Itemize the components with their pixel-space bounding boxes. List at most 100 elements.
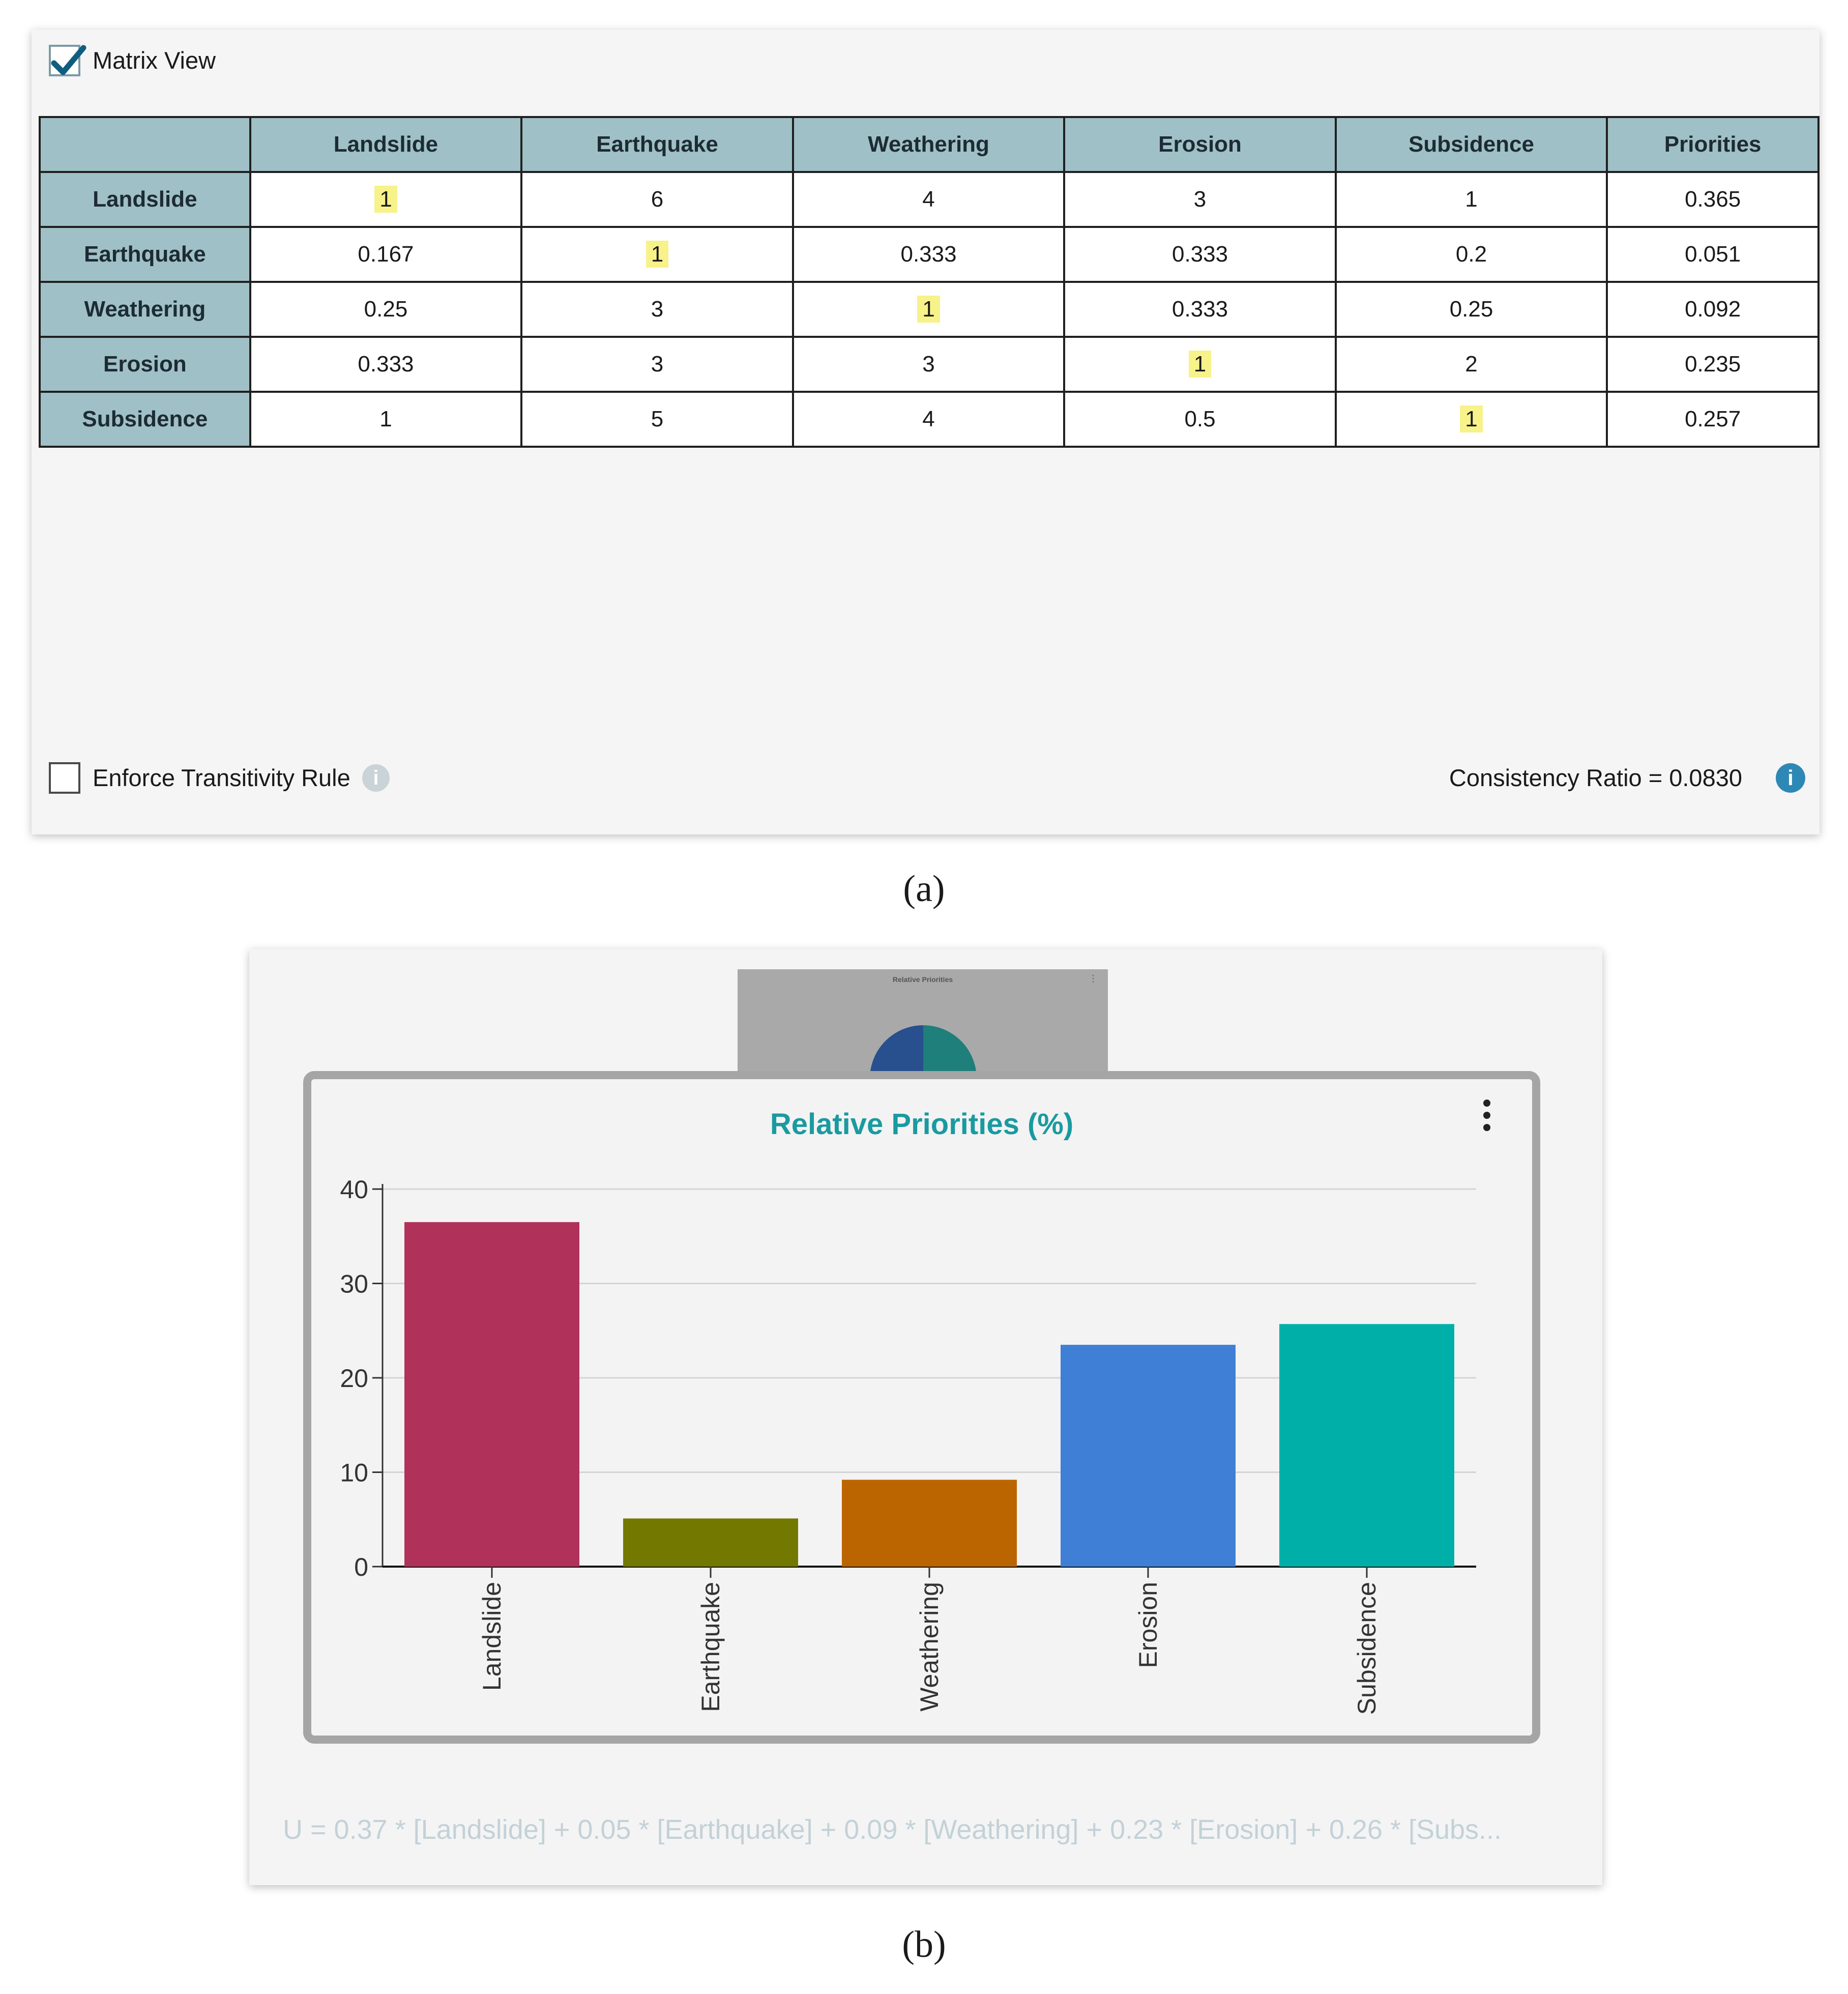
bar-chart: 0 10 20 30 40 Landslide Earthquake Weathering Er… — [340, 1175, 1476, 1715]
x-tick-label: Landslide — [478, 1582, 506, 1691]
cell-value: 1 — [1188, 351, 1212, 378]
cell-value: 0.333 — [900, 242, 957, 267]
y-tick-label: 10 — [340, 1459, 368, 1487]
utility-formula: U = 0.37 * [Landslide] + 0.05 * [Earthqu… — [283, 1814, 1502, 1845]
thumbnail-title: Relative Priorities — [892, 975, 953, 984]
row-header: Erosion — [39, 336, 251, 393]
y-tick-label: 20 — [340, 1364, 368, 1393]
column-header: Priorities — [1606, 116, 1820, 173]
checkmark-icon — [51, 45, 86, 75]
matrix-view-label: Matrix View — [93, 47, 216, 74]
matrix-cell[interactable]: 1 — [249, 391, 523, 448]
column-header: Weathering — [791, 116, 1066, 173]
matrix-cell[interactable]: 0.333 — [1063, 226, 1337, 283]
diagonal-cell: 1 — [1334, 391, 1608, 448]
enforce-transitivity-checkbox[interactable] — [49, 762, 80, 794]
matrix-cell[interactable]: 0.25 — [249, 281, 523, 338]
cell-value: 0.257 — [1685, 407, 1741, 431]
cell-value: 0.235 — [1685, 352, 1741, 377]
priority-cell: 0.365 — [1606, 171, 1820, 228]
priority-cell: 0.235 — [1606, 336, 1820, 393]
diagonal-cell: 1 — [249, 171, 523, 228]
priority-cell: 0.092 — [1606, 281, 1820, 338]
x-tick-label: Weathering — [915, 1582, 944, 1712]
pairwise-comparison-table: Landslide Earthquake Weathering Erosion Subs… — [39, 116, 1820, 448]
matrix-cell[interactable]: 4 — [791, 391, 1066, 448]
transitivity-info-icon[interactable]: i — [362, 764, 390, 792]
bar-erosion — [1061, 1345, 1236, 1567]
priority-cell: 0.051 — [1606, 226, 1820, 283]
matrix-cell[interactable]: 2 — [1334, 336, 1608, 393]
cell-value: 3 — [651, 352, 664, 377]
table-row: Subsidence 1 5 4 0.5 1 0.257 — [39, 391, 1820, 448]
chart-thumbnail[interactable]: Relative Priorities ⋮ — [738, 969, 1108, 1084]
diagonal-cell: 1 — [791, 281, 1066, 338]
matrix-cell[interactable]: 0.167 — [249, 226, 523, 283]
consistency-info-icon[interactable]: i — [1776, 763, 1805, 793]
row-header: Landslide — [39, 171, 251, 228]
header-corner-cell — [39, 116, 251, 173]
cell-value: 1 — [379, 407, 392, 431]
bar-landslide — [404, 1222, 579, 1567]
matrix-cell[interactable]: 0.333 — [791, 226, 1066, 283]
matrix-cell[interactable]: 0.25 — [1334, 281, 1608, 338]
matrix-cell[interactable]: 6 — [520, 171, 794, 228]
cell-value: 0.5 — [1184, 407, 1216, 431]
table-row: Erosion 0.333 3 3 1 2 0.235 — [39, 336, 1820, 393]
cell-value: 1 — [374, 186, 397, 213]
diagonal-cell: 1 — [1063, 336, 1337, 393]
x-tick-label: Earthquake — [696, 1582, 725, 1712]
table-row: Landslide 1 6 4 3 1 0.365 — [39, 171, 1820, 228]
matrix-cell[interactable]: 3 — [791, 336, 1066, 393]
matrix-view-checkbox[interactable] — [49, 45, 86, 76]
cell-value: 5 — [651, 407, 664, 431]
column-header: Subsidence — [1334, 116, 1608, 173]
matrix-cell[interactable]: 0.5 — [1063, 391, 1337, 448]
row-header: Earthquake — [39, 226, 251, 283]
diagonal-cell: 1 — [520, 226, 794, 283]
matrix-cell[interactable]: 4 — [791, 171, 1066, 228]
cell-value: 2 — [1465, 352, 1478, 377]
matrix-cell[interactable]: 1 — [1334, 171, 1608, 228]
cell-value: 0.333 — [1171, 297, 1228, 322]
y-tick-label: 30 — [340, 1270, 368, 1298]
matrix-cell[interactable]: 3 — [520, 281, 794, 338]
thumbnail-menu-icon: ⋮ — [1089, 973, 1098, 984]
cell-value: 1 — [646, 241, 669, 268]
table-header-row: Landslide Earthquake Weathering Erosion Subs… — [39, 116, 1820, 173]
matrix-cell[interactable]: 5 — [520, 391, 794, 448]
matrix-cell[interactable]: 0.2 — [1334, 226, 1608, 283]
caption-a: (a) — [903, 868, 945, 910]
chart-title: Relative Priorities (%) — [770, 1108, 1074, 1141]
cell-value: 1 — [1465, 187, 1478, 212]
row-header: Weathering — [39, 281, 251, 338]
enforce-transitivity-label: Enforce Transitivity Rule — [93, 764, 350, 791]
matrix-cell[interactable]: 3 — [1063, 171, 1337, 228]
matrix-cell[interactable]: 3 — [520, 336, 794, 393]
cell-value: 0.2 — [1455, 242, 1487, 267]
chart-menu-icon[interactable] — [1483, 1100, 1493, 1136]
priorities-chart-panel: Relative Priorities ⋮ Relative Prioritie… — [249, 949, 1602, 1885]
cell-value: 0.167 — [358, 242, 414, 267]
column-header: Erosion — [1063, 116, 1337, 173]
cell-value: 3 — [922, 352, 935, 377]
column-header: Landslide — [249, 116, 523, 173]
chart-card: Relative Priorities (%) 0 10 20 30 40 Landsli… — [303, 1071, 1540, 1744]
matrix-cell[interactable]: 0.333 — [1063, 281, 1337, 338]
x-tick-label: Subsidence — [1353, 1582, 1381, 1715]
priority-cell: 0.257 — [1606, 391, 1820, 448]
cell-value: 0.25 — [364, 297, 408, 322]
row-header: Subsidence — [39, 391, 251, 448]
cell-value: 4 — [922, 407, 935, 431]
cell-value: 3 — [1193, 187, 1207, 212]
cell-value: 4 — [922, 187, 935, 212]
cell-value: 0.333 — [1171, 242, 1228, 267]
cell-value: 1 — [1460, 406, 1483, 432]
cell-value: 0.25 — [1449, 297, 1493, 322]
matrix-cell[interactable]: 0.333 — [249, 336, 523, 393]
column-header: Earthquake — [520, 116, 794, 173]
table-row: Weathering 0.25 3 1 0.333 0.25 0.092 — [39, 281, 1820, 338]
cell-value: 0.333 — [358, 352, 414, 377]
cell-value: 3 — [651, 297, 664, 322]
cell-value: 0.051 — [1685, 242, 1741, 267]
